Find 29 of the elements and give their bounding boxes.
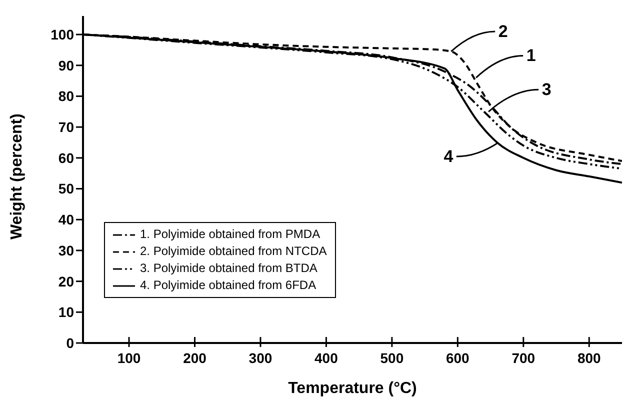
y-axis-title: Weight (percent) xyxy=(8,114,26,240)
legend-label: 2. Polyimide obtained from NTCDA xyxy=(140,243,327,260)
x-tick-label: 100 xyxy=(117,350,141,366)
annotation: 3 xyxy=(542,80,552,100)
y-tick-label: 0 xyxy=(66,334,74,351)
x-tick-label: 200 xyxy=(183,350,207,366)
legend-label: 1. Polyimide obtained from PMDA xyxy=(140,226,320,243)
annotation: 4 xyxy=(444,146,454,166)
x-axis-title: Temperature (°C) xyxy=(288,380,417,397)
x-tick-label: 600 xyxy=(446,350,470,366)
y-tick-label: 50 xyxy=(58,180,74,197)
y-tick-label: 60 xyxy=(58,150,74,166)
x-tick-label: 800 xyxy=(577,350,602,366)
x-tick-label: 500 xyxy=(380,350,404,366)
y-tick-label: 70 xyxy=(58,119,74,136)
y-tick-label: 20 xyxy=(58,273,74,290)
y-tick-label: 10 xyxy=(58,304,74,320)
y-tick-label: 30 xyxy=(58,242,74,258)
x-tick-label: 300 xyxy=(248,350,272,366)
x-tick-label: 700 xyxy=(512,350,536,366)
y-tick-label: 40 xyxy=(58,212,74,228)
annotation: 2 xyxy=(498,22,508,41)
x-tick-label: 400 xyxy=(314,350,338,366)
annotation: 1 xyxy=(526,46,536,66)
y-tick-label: 100 xyxy=(50,26,74,42)
y-tick-label: 80 xyxy=(58,88,74,104)
y-tick-label: 90 xyxy=(58,57,74,74)
legend-label: 3. Polyimide obtained from BTDA xyxy=(140,260,318,277)
legend-label: 4. Polyimide obtained from 6FDA xyxy=(140,277,316,294)
